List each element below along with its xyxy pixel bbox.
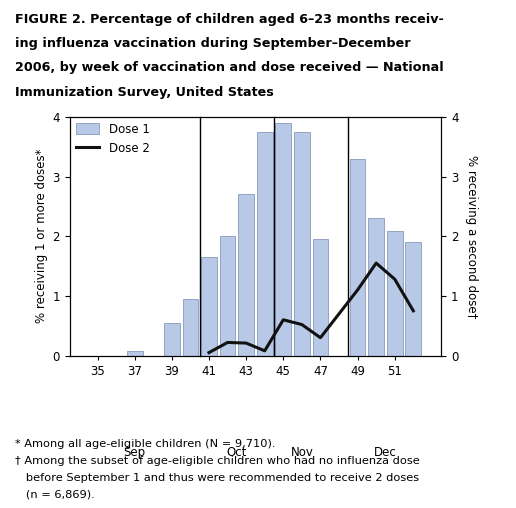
Bar	[406, 242, 421, 356]
Bar	[201, 257, 217, 356]
Text: * Among all age-eligible children (N = 9,710).: * Among all age-eligible children (N = 9…	[15, 439, 276, 450]
Bar	[368, 218, 384, 356]
Legend: Dose 1, Dose 2: Dose 1, Dose 2	[73, 120, 152, 157]
Text: (n = 6,869).: (n = 6,869).	[15, 490, 95, 500]
Text: Sep: Sep	[124, 447, 146, 459]
Text: † Among the subset of age-eligible children who had no influenza dose: † Among the subset of age-eligible child…	[15, 456, 420, 466]
Bar	[387, 232, 402, 356]
Text: 2006, by week of vaccination and dose received — National: 2006, by week of vaccination and dose re…	[15, 61, 444, 75]
Bar	[350, 158, 365, 356]
Text: FIGURE 2. Percentage of children aged 6–23 months receiv-: FIGURE 2. Percentage of children aged 6–…	[15, 13, 444, 26]
Text: Nov: Nov	[291, 447, 313, 459]
Y-axis label: % receiving 1 or more doses*: % receiving 1 or more doses*	[35, 149, 49, 324]
Bar	[257, 132, 272, 356]
Text: ing influenza vaccination during September–December: ing influenza vaccination during Septemb…	[15, 37, 411, 50]
Bar	[183, 299, 198, 356]
Bar	[164, 323, 180, 356]
Text: Oct: Oct	[227, 447, 247, 459]
Bar	[294, 132, 310, 356]
Bar	[238, 195, 254, 356]
Y-axis label: % receiving a second dose†: % receiving a second dose†	[465, 154, 478, 318]
Bar	[313, 239, 328, 356]
Text: before September 1 and thus were recommended to receive 2 doses: before September 1 and thus were recomme…	[15, 473, 420, 483]
Bar	[220, 236, 235, 356]
Bar	[127, 351, 142, 356]
Text: Dec: Dec	[374, 447, 397, 459]
Bar	[276, 123, 291, 356]
Text: Immunization Survey, United States: Immunization Survey, United States	[15, 86, 274, 99]
